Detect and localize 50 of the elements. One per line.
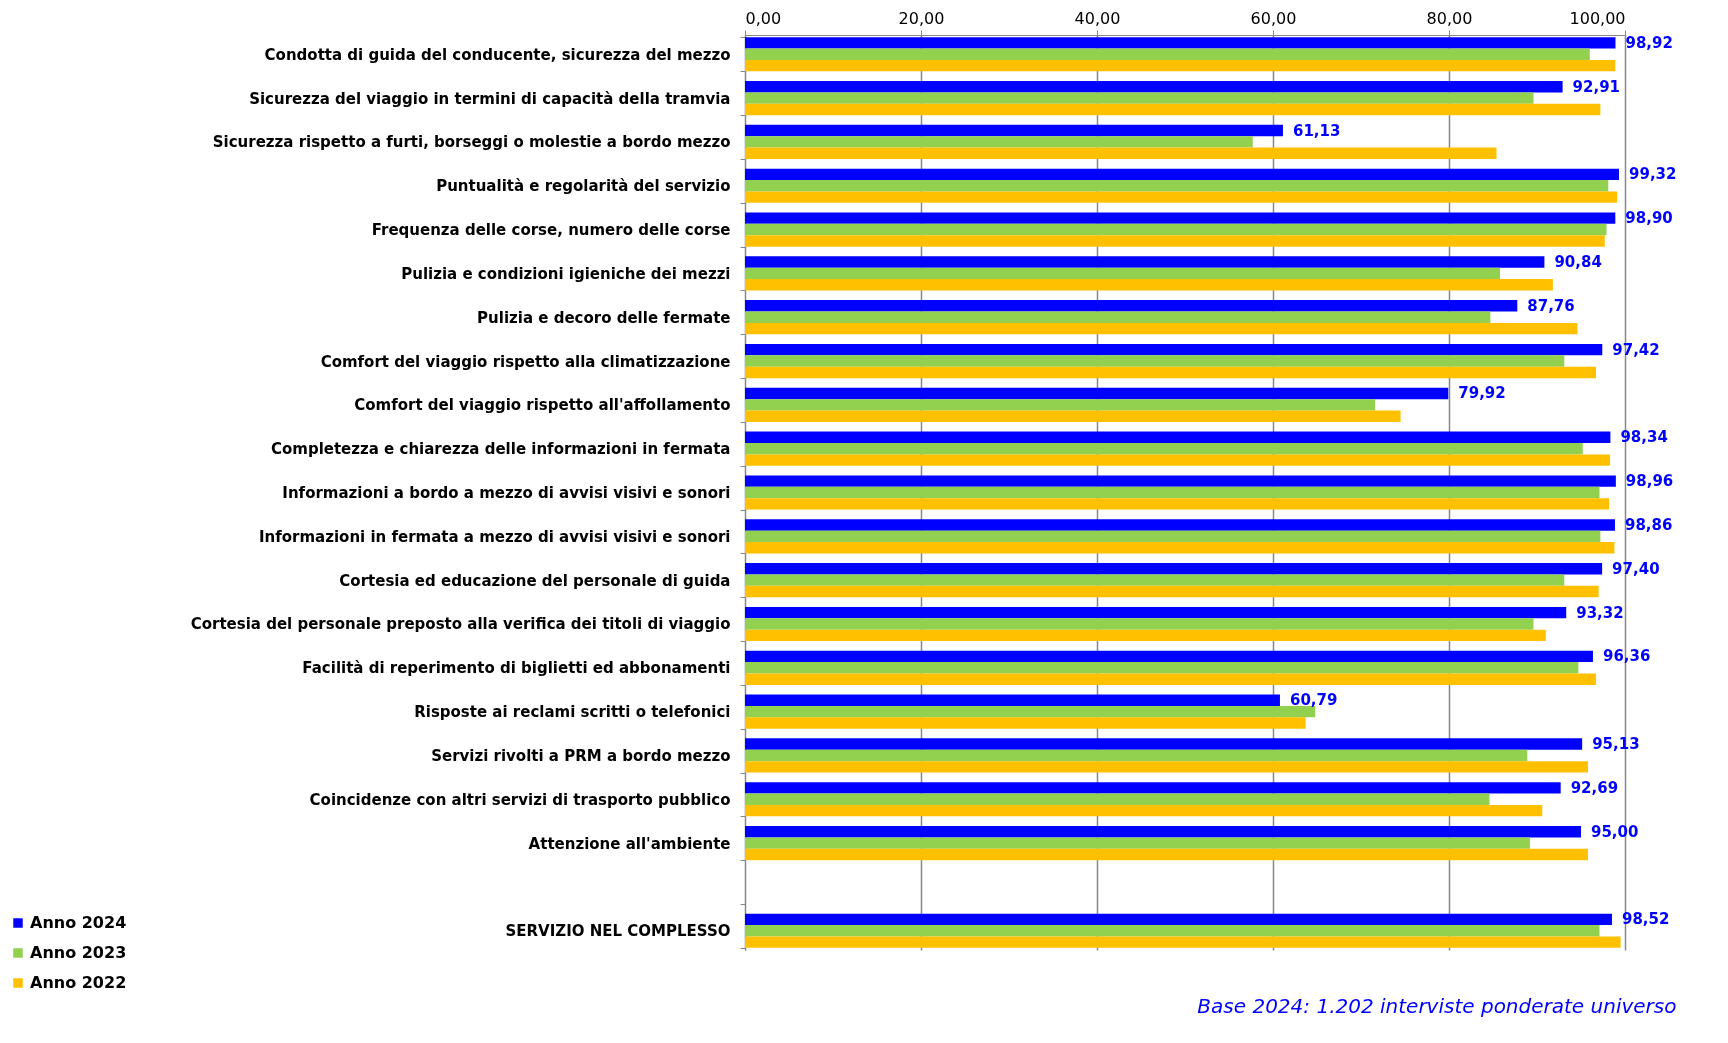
y-tick-label: Attenzione all'ambiente: [528, 834, 731, 853]
data-label: 97,40: [1612, 559, 1660, 578]
data-label: 93,32: [1576, 603, 1624, 622]
y-tick-label: Pulizia e decoro delle fermate: [477, 308, 731, 327]
data-label: 98,86: [1624, 515, 1673, 534]
y-tick-label: Informazioni in fermata a mezzo di avvisi visivi e sonori: [259, 527, 731, 546]
data-label: 95,13: [1592, 735, 1640, 754]
y-tick-label: Coincidenze con altri servizi di trasporto pubblico: [309, 790, 731, 809]
data-label: 98,92: [1625, 33, 1673, 52]
data-label: 60,79: [1289, 691, 1338, 710]
y-tick-label: Sicurezza rispetto a furti, borseggi o molestie a bordo mezzo: [212, 133, 731, 152]
y-tick-label: Informazioni a bordo a mezzo di avvisi visivi e sonori: [282, 484, 731, 502]
data-label: 96,36: [1602, 647, 1651, 666]
y-tick-label: Puntualità e regolarità del servizio: [436, 177, 731, 196]
y-tick-label: SERVIZIO NEL COMPLESSO: [505, 922, 731, 941]
data-label: 87,76: [1527, 296, 1575, 315]
y-tick-label: Cortesia del personale preposto alla verifica dei titoli di viaggio: [190, 615, 731, 634]
y-tick-label: Comfort del viaggio rispetto alla climatizzazione: [320, 352, 731, 371]
data-label: 61,13: [1292, 121, 1341, 140]
data-label: 99,32: [1629, 165, 1677, 184]
legend-label: Anno 2022: [30, 973, 127, 992]
y-tick-label: Cortesia ed educazione del personale di guida: [339, 571, 731, 590]
y-tick-label: Completezza e chiarezza delle informazioni in fermata: [270, 440, 731, 459]
data-label: 95,00: [1591, 822, 1639, 841]
x-tick-label: 100,00: [1569, 8, 1626, 28]
data-label: 79,92: [1458, 384, 1506, 403]
y-tick-label: Sicurezza del viaggio in termini di capacità della tramvia: [249, 89, 731, 108]
data-label: 92,69: [1570, 778, 1619, 797]
x-tick-label: 20,00: [898, 8, 945, 28]
data-label: 90,84: [1554, 253, 1602, 271]
x-tick-label: 80,00: [1426, 8, 1473, 28]
data-label: 98,34: [1620, 428, 1668, 447]
data-label: 98,52: [1621, 910, 1670, 929]
y-tick-label: Pulizia e condizioni igieniche dei mezzi: [401, 264, 731, 283]
y-tick-label: Facilità di reperimento di biglietti ed abbonamenti: [302, 659, 731, 678]
text: Base 2024: 1.202 interviste ponderate universo: [1197, 994, 1677, 1018]
data-label: 98,96: [1625, 472, 1674, 491]
legend-label: Anno 2024: [30, 913, 127, 932]
data-label: 98,90: [1625, 209, 1673, 228]
x-tick-label: 40,00: [1074, 8, 1121, 28]
y-tick-label: Comfort del viaggio rispetto all'affollamento: [354, 396, 731, 415]
x-tick-label: 0,00: [745, 8, 782, 28]
data-label: 97,42: [1612, 340, 1660, 359]
legend-label: Anno 2023: [30, 943, 127, 962]
y-tick-label: Risposte ai reclami scritti o telefonici: [414, 703, 731, 722]
x-tick-label: 60,00: [1250, 8, 1297, 28]
y-tick-label: Condotta di guida del conducente, sicurezza del mezzo: [264, 45, 731, 64]
y-tick-label: Frequenza delle corse, numero delle corse: [371, 221, 731, 240]
data-label: 92,91: [1572, 77, 1621, 96]
y-tick-label: Servizi rivolti a PRM a bordo mezzo: [431, 746, 731, 765]
